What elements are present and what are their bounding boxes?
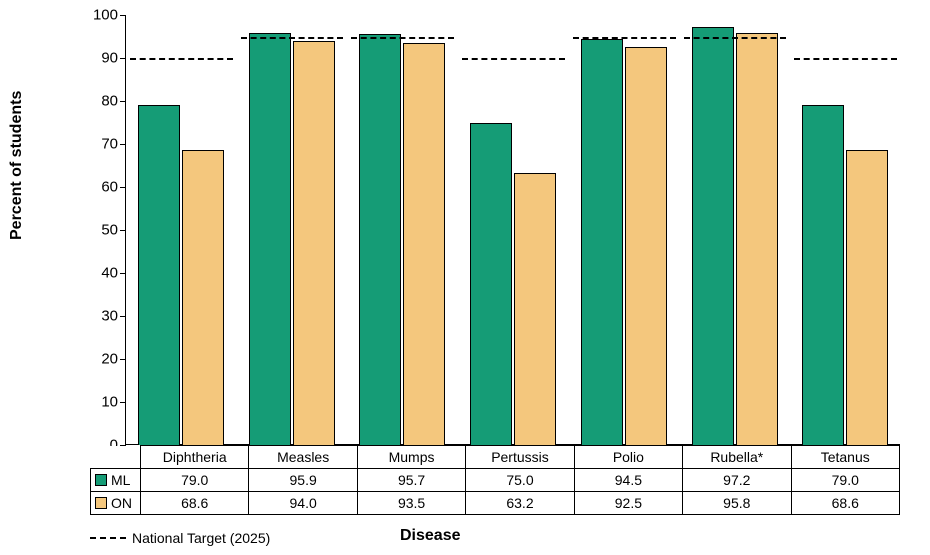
- table-series-header: ON: [91, 492, 141, 515]
- table-cell: 79.0: [140, 469, 248, 492]
- chart-area: 0102030405060708090100: [90, 15, 900, 445]
- y-tick: [120, 230, 126, 231]
- table-category-header: Mumps: [357, 446, 465, 469]
- target-line: [794, 58, 897, 60]
- table-cell: 94.5: [574, 469, 682, 492]
- chart-container: Percent of students 01020304050607080901…: [0, 0, 930, 555]
- bar-on: [625, 47, 667, 445]
- y-tick: [120, 359, 126, 360]
- target-line: [130, 58, 233, 60]
- bar-ml: [470, 123, 512, 446]
- bar-on: [293, 41, 335, 445]
- table-cell: 94.0: [249, 492, 357, 515]
- table-series-header: ML: [91, 469, 141, 492]
- y-tick-label: 70: [101, 136, 118, 153]
- y-tick-label: 20: [101, 351, 118, 368]
- y-tick: [120, 273, 126, 274]
- target-legend-label: National Target (2025): [132, 530, 270, 546]
- y-tick-label: 40: [101, 265, 118, 282]
- target-line: [684, 37, 787, 39]
- y-tick-label: 60: [101, 179, 118, 196]
- table-cell: 92.5: [574, 492, 682, 515]
- y-tick: [120, 58, 126, 59]
- target-line: [351, 37, 454, 39]
- y-tick: [120, 187, 126, 188]
- table-corner: [91, 446, 141, 469]
- y-tick: [120, 402, 126, 403]
- target-legend: National Target (2025): [90, 530, 270, 546]
- table-cell: 75.0: [466, 469, 574, 492]
- bar-ml: [249, 33, 291, 445]
- bar-ml: [359, 34, 401, 446]
- y-tick: [120, 144, 126, 145]
- table-category-header: Polio: [574, 446, 682, 469]
- table-cell: 68.6: [140, 492, 248, 515]
- legend-swatch-icon: [95, 474, 107, 486]
- table-cell: 95.8: [683, 492, 791, 515]
- bar-ml: [581, 39, 623, 445]
- y-tick-label: 50: [101, 222, 118, 239]
- target-line: [241, 37, 344, 39]
- target-line: [573, 37, 676, 39]
- bar-on: [182, 150, 224, 445]
- y-axis-title: Percent of students: [8, 91, 26, 240]
- table-category-header: Tetanus: [791, 446, 900, 469]
- table-cell: 68.6: [791, 492, 900, 515]
- bar-on: [846, 150, 888, 445]
- bar-on: [514, 173, 556, 445]
- bar-ml: [138, 105, 180, 445]
- table-cell: 95.9: [249, 469, 357, 492]
- y-tick: [120, 101, 126, 102]
- y-tick-label: 10: [101, 394, 118, 411]
- y-tick-label: 30: [101, 308, 118, 325]
- series-name: ON: [111, 495, 132, 511]
- series-name: ML: [111, 472, 130, 488]
- table-category-header: Measles: [249, 446, 357, 469]
- table-category-header: Rubella*: [683, 446, 791, 469]
- bar-on: [403, 43, 445, 445]
- table-category-header: Pertussis: [466, 446, 574, 469]
- bar-ml: [802, 105, 844, 445]
- data-table: DiphtheriaMeaslesMumpsPertussisPolioRube…: [90, 445, 900, 515]
- plot-area: [125, 15, 900, 445]
- x-axis-title: Disease: [400, 527, 461, 545]
- target-line: [462, 58, 565, 60]
- bar-ml: [692, 27, 734, 445]
- table-cell: 93.5: [357, 492, 465, 515]
- y-tick: [120, 316, 126, 317]
- table-cell: 97.2: [683, 469, 791, 492]
- table-cell: 95.7: [357, 469, 465, 492]
- bar-on: [736, 33, 778, 445]
- y-tick-label: 80: [101, 93, 118, 110]
- y-tick-label: 90: [101, 50, 118, 67]
- table-cell: 63.2: [466, 492, 574, 515]
- legend-swatch-icon: [95, 497, 107, 509]
- dash-line-icon: [90, 537, 126, 539]
- y-tick-label: 100: [93, 7, 118, 24]
- table-cell: 79.0: [791, 469, 900, 492]
- table-category-header: Diphtheria: [140, 446, 248, 469]
- y-tick: [120, 15, 126, 16]
